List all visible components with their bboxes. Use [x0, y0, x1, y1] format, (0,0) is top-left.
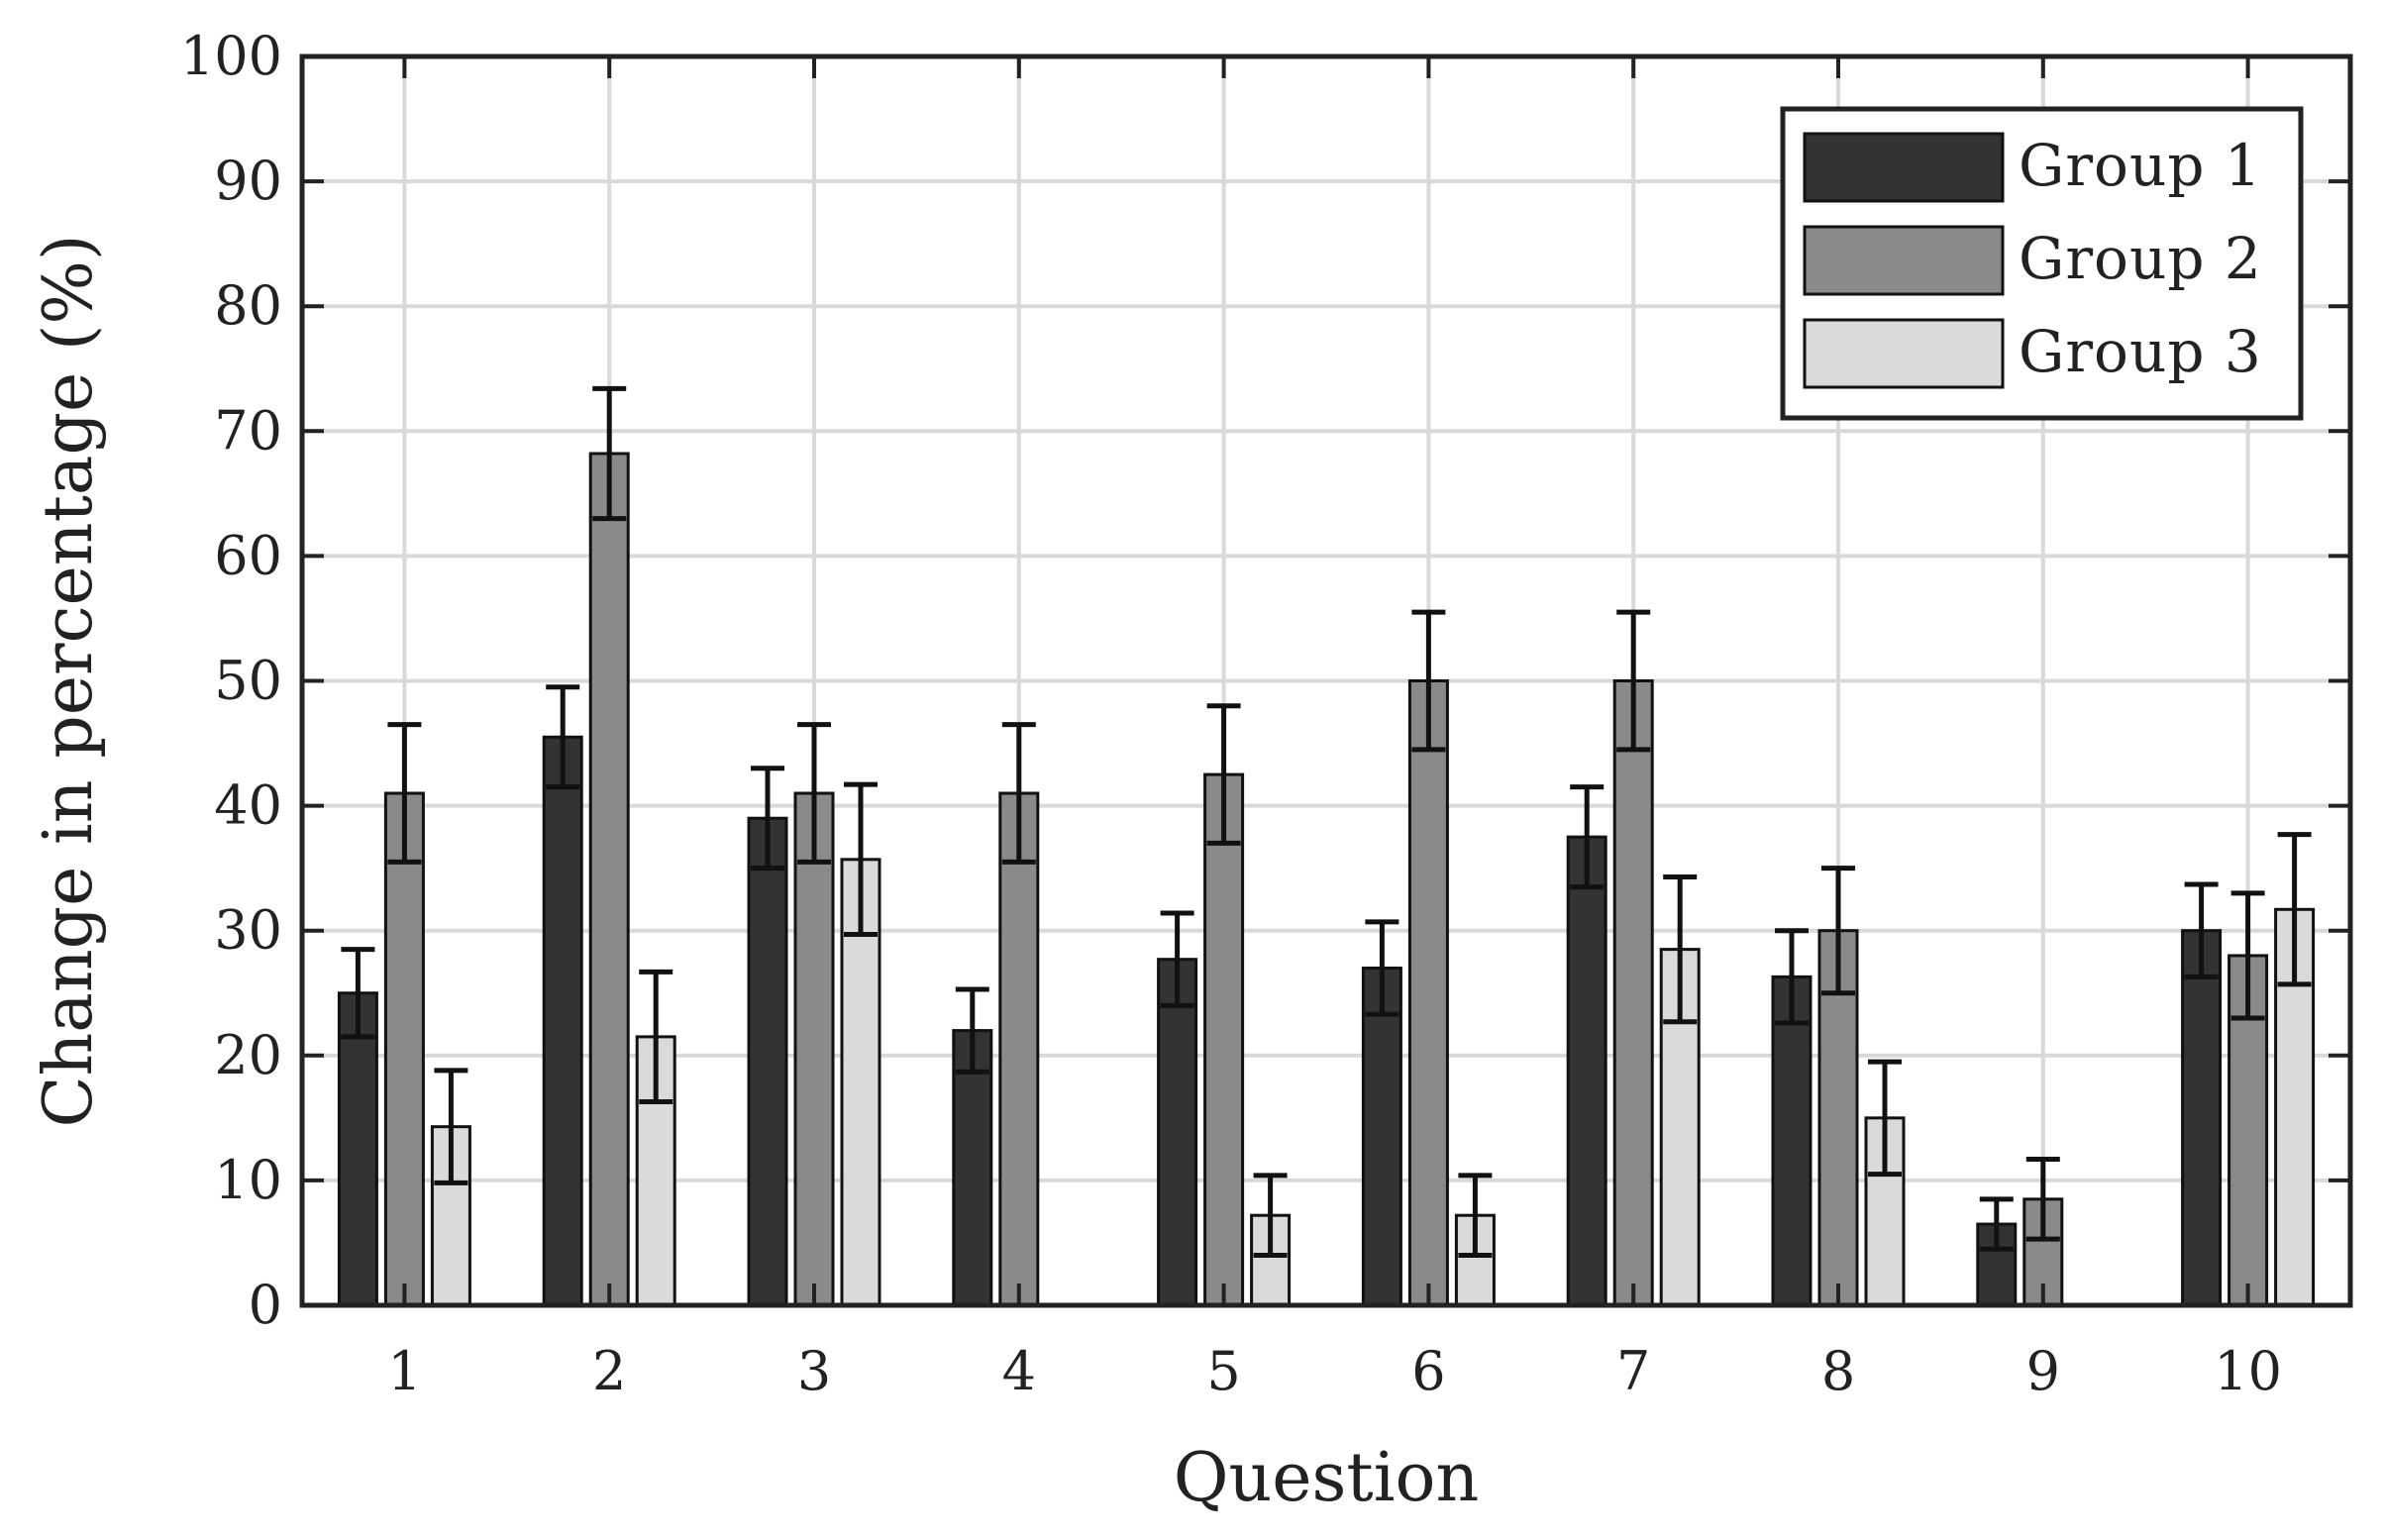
x-tick-label: 9 — [2026, 1340, 2060, 1402]
x-tick-label: 6 — [1411, 1340, 1445, 1402]
bar — [588, 452, 630, 1307]
legend: Group 1 Group 2 Group 3 — [1780, 106, 2304, 421]
bars — [337, 385, 2316, 1307]
bar — [1771, 975, 1813, 1307]
y-tick-label: 70 — [214, 399, 282, 462]
x-axis-label: Question — [1174, 1439, 1480, 1517]
y-tick-label: 80 — [214, 274, 282, 337]
bar — [1612, 679, 1654, 1307]
bar — [998, 791, 1040, 1307]
y-tick-label: 0 — [249, 1274, 282, 1336]
x-tick-label: 1 — [387, 1340, 421, 1402]
bar — [1157, 958, 1198, 1307]
bar — [542, 735, 583, 1307]
bar — [635, 1035, 676, 1307]
legend-label: Group 2 — [2019, 225, 2262, 292]
legend-label: Group 3 — [2019, 318, 2262, 385]
y-tick-label: 10 — [214, 1149, 282, 1211]
y-tick-label: 60 — [214, 524, 282, 586]
legend-swatch — [1803, 132, 2005, 203]
bar — [1407, 679, 1449, 1307]
x-tick-label: 7 — [1616, 1340, 1650, 1402]
x-tick-label: 8 — [1821, 1340, 1855, 1402]
x-tick-label: 2 — [592, 1340, 626, 1402]
y-tick-label: 90 — [214, 150, 282, 212]
y-tick-label: 50 — [214, 650, 282, 712]
y-tick-label: 100 — [180, 25, 282, 87]
bar — [1361, 967, 1402, 1307]
bar — [383, 791, 425, 1307]
bar — [793, 791, 835, 1307]
legend-label: Group 1 — [2019, 132, 2262, 199]
bar — [747, 816, 788, 1307]
legend-swatch — [1803, 225, 2005, 296]
legend-swatch — [1803, 318, 2005, 389]
bar — [2181, 929, 2223, 1307]
x-tick-label: 10 — [2214, 1340, 2282, 1402]
bar — [337, 991, 378, 1307]
y-axis-label: Change in percentage (%) — [30, 234, 108, 1127]
x-tick-label: 5 — [1206, 1340, 1240, 1402]
y-tick-label: 30 — [214, 899, 282, 962]
bar — [1203, 772, 1245, 1307]
bar — [952, 1029, 993, 1307]
x-tick-label: 3 — [797, 1340, 831, 1402]
y-tick-label: 20 — [214, 1024, 282, 1086]
x-tick-label: 4 — [1002, 1340, 1036, 1402]
bar — [1566, 835, 1607, 1307]
y-tick-label: 40 — [214, 774, 282, 837]
axis-ticks: 0 10 20 30 40 50 60 70 80 90 100 1 2 3 4 5 6 7 8 9 10 — [180, 25, 2350, 1402]
